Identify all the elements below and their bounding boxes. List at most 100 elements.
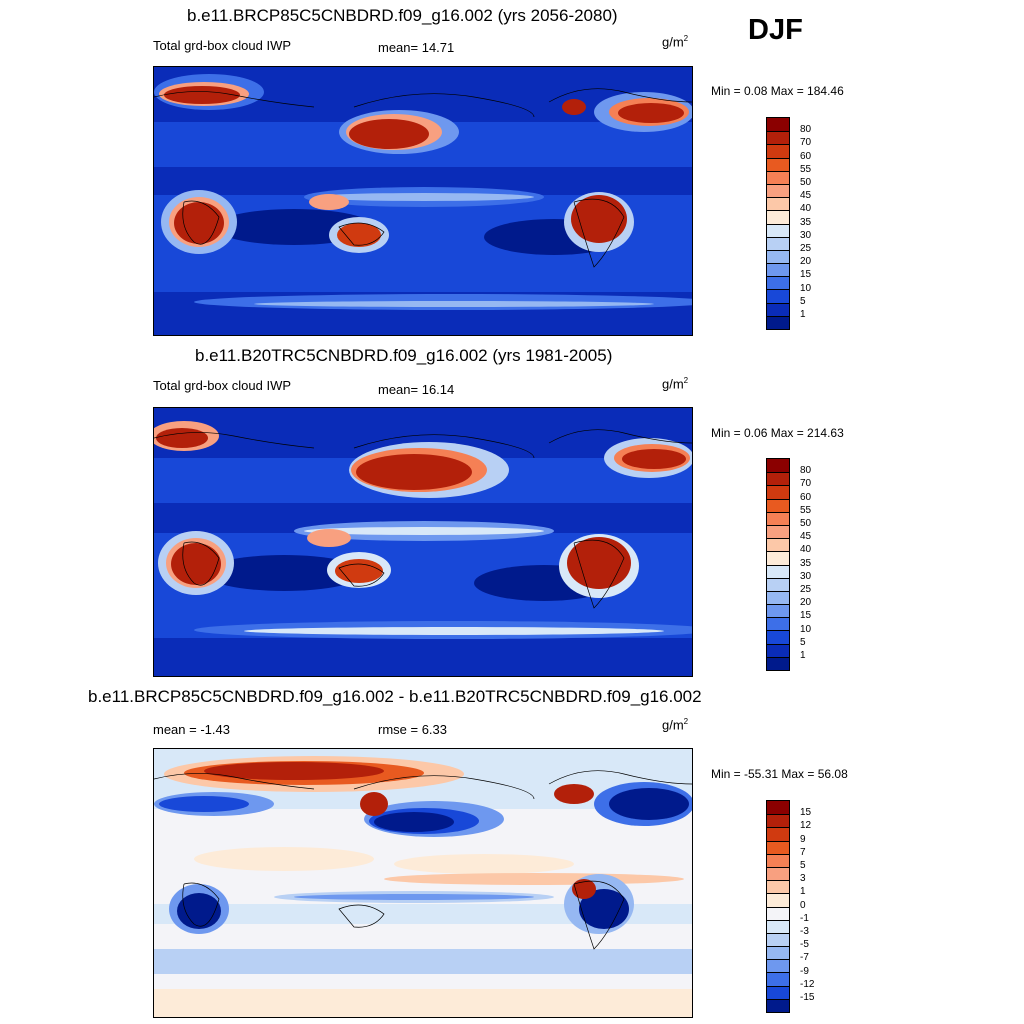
colorbar-tick-label: 45	[800, 531, 812, 543]
colorbar-swatch	[767, 210, 789, 224]
colorbar-tick-label: 25	[800, 243, 812, 254]
panel-1-colorbar	[766, 117, 790, 330]
panel-2-title: b.e11.B20TRC5CNBDRD.f09_g16.002 (yrs 198…	[195, 346, 613, 365]
colorbar-swatch	[767, 590, 789, 605]
colorbar-tick-label: 20	[800, 597, 812, 609]
colorbar-swatch	[767, 538, 789, 552]
colorbar-swatch	[767, 144, 789, 158]
colorbar-swatch	[767, 866, 789, 881]
colorbar-tick-label: 20	[800, 256, 812, 268]
panel-3-colorbar	[766, 800, 790, 1013]
colorbar-tick-label: 10	[800, 282, 812, 294]
panel-3-units: g/m2	[662, 717, 689, 733]
panel-2-minmax: Min = 0.06 Max = 214.63	[711, 426, 844, 440]
colorbar-swatch	[767, 827, 789, 841]
colorbar-swatch	[767, 223, 789, 237]
colorbar-tick-label: 60	[800, 491, 812, 503]
colorbar-swatch	[767, 302, 789, 316]
colorbar-swatch	[767, 157, 789, 171]
colorbar-tick-label: 50	[800, 177, 812, 188]
colorbar-tick-label: 5	[800, 860, 806, 871]
colorbar-tick-label: 1	[800, 886, 806, 898]
panel-1-map	[153, 66, 693, 336]
colorbar-tick-label: 15	[800, 269, 812, 281]
colorbar-tick-label: 1	[800, 650, 806, 661]
colorbar-tick-label: 25	[800, 584, 812, 595]
panel-3-mean: mean = -1.43	[153, 722, 230, 737]
colorbar-swatch	[767, 604, 789, 618]
colorbar-swatch	[767, 853, 789, 867]
colorbar-tick-label: 7	[800, 846, 806, 858]
colorbar-swatch	[767, 472, 789, 486]
panel-1-variable: Total grd-box cloud IWP	[153, 38, 292, 53]
panel-2-colorbar	[766, 458, 790, 671]
colorbar-tick-label: 0	[800, 899, 806, 911]
panel-1-mean: mean= 14.71	[378, 40, 455, 55]
colorbar-tick-label: 70	[800, 137, 812, 149]
colorbar-swatch	[767, 932, 789, 947]
colorbar-swatch	[767, 485, 789, 499]
colorbar-tick-label: 80	[800, 124, 812, 136]
colorbar-swatch	[767, 801, 789, 815]
colorbar-tick-label: 15	[800, 610, 812, 622]
colorbar-swatch	[767, 197, 789, 211]
colorbar-tick-label: -12	[800, 978, 815, 990]
colorbar-swatch	[767, 263, 789, 277]
colorbar-swatch	[767, 972, 789, 986]
colorbar-swatch	[767, 315, 789, 329]
colorbar-tick-label: 70	[800, 478, 812, 490]
colorbar-tick-label: 15	[800, 807, 812, 819]
colorbar-tick-label: 5	[800, 295, 806, 307]
colorbar-swatch	[767, 880, 789, 894]
colorbar-tick-label: -7	[800, 952, 809, 964]
colorbar-tick-label: 35	[800, 216, 812, 228]
colorbar-swatch	[767, 814, 789, 828]
panel-3-title: b.e11.BRCP85C5CNBDRD.f09_g16.002 - b.e11…	[88, 687, 702, 706]
panel-1-units: g/m2	[662, 34, 689, 50]
season-label: DJF	[748, 14, 803, 46]
colorbar-tick-label: 55	[800, 163, 812, 175]
colorbar-swatch	[767, 289, 789, 303]
colorbar-tick-label: 30	[800, 570, 812, 582]
colorbar-swatch	[767, 946, 789, 960]
colorbar-tick-label: 3	[800, 873, 806, 885]
colorbar-swatch	[767, 906, 789, 920]
colorbar-swatch	[767, 511, 789, 525]
colorbar-swatch	[767, 131, 789, 145]
colorbar-swatch	[767, 643, 789, 657]
panel-3-minmax: Min = -55.31 Max = 56.08	[711, 767, 848, 781]
colorbar-tick-label: 60	[800, 150, 812, 162]
colorbar-tick-label: 50	[800, 518, 812, 529]
panel-2-mean: mean= 16.14	[378, 382, 455, 397]
colorbar-swatch	[767, 236, 789, 250]
colorbar-tick-label: 80	[800, 465, 812, 477]
colorbar-swatch	[767, 118, 789, 132]
panel-3-map	[153, 748, 693, 1018]
colorbar-tick-label: 40	[800, 544, 812, 556]
colorbar-tick-label: 5	[800, 636, 806, 648]
colorbar-tick-label: -9	[800, 965, 809, 977]
colorbar-swatch	[767, 459, 789, 473]
panel-1-title: b.e11.BRCP85C5CNBDRD.f09_g16.002 (yrs 20…	[187, 6, 618, 25]
colorbar-tick-label: 30	[800, 229, 812, 241]
colorbar-tick-label: -5	[800, 939, 809, 951]
colorbar-swatch	[767, 577, 789, 591]
colorbar-swatch	[767, 630, 789, 644]
colorbar-swatch	[767, 617, 789, 631]
colorbar-swatch	[767, 656, 789, 670]
panel-2-map	[153, 407, 693, 677]
colorbar-swatch	[767, 985, 789, 999]
colorbar-swatch	[767, 249, 789, 264]
colorbar-swatch	[767, 919, 789, 933]
colorbar-swatch	[767, 170, 789, 184]
colorbar-tick-label: 40	[800, 203, 812, 215]
colorbar-swatch	[767, 551, 789, 565]
colorbar-tick-label: 9	[800, 833, 806, 845]
panel-3-rmse: rmse = 6.33	[378, 722, 448, 737]
colorbar-swatch	[767, 183, 789, 198]
colorbar-tick-label: -15	[800, 992, 815, 1003]
colorbar-tick-label: -3	[800, 926, 809, 937]
colorbar-tick-label: 55	[800, 504, 812, 516]
panel-2-variable: Total grd-box cloud IWP	[153, 378, 292, 393]
colorbar-swatch	[767, 498, 789, 512]
